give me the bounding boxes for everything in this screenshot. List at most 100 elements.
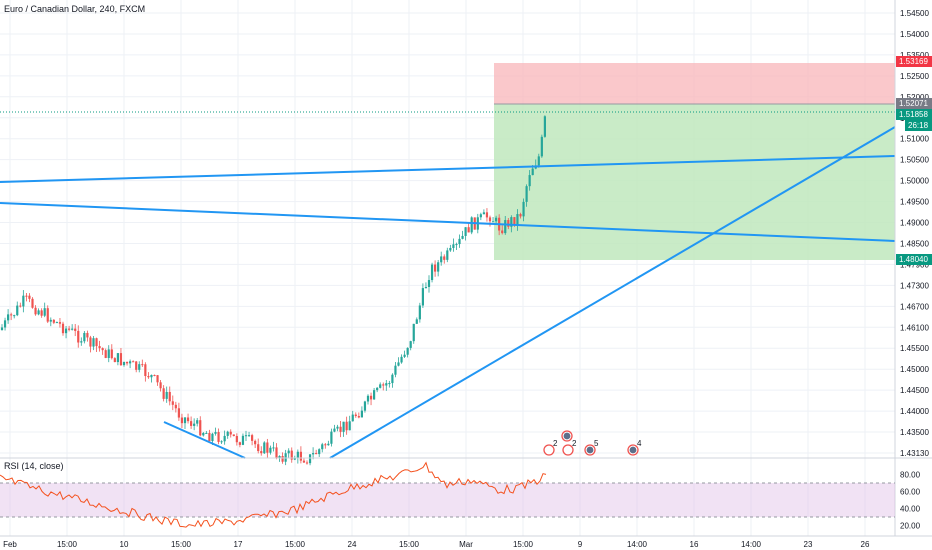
candle-body (71, 328, 74, 330)
event-badge[interactable]: 4 (627, 439, 642, 456)
candle-body (376, 387, 379, 391)
event-badge-count: 5 (594, 439, 599, 448)
stop-loss-zone[interactable] (494, 63, 895, 104)
time-tick-label: 23 (804, 540, 813, 549)
candle-body (214, 432, 217, 434)
price-tick-label: 1.49500 (900, 198, 929, 207)
time-tick-label: 24 (348, 540, 357, 549)
candle-body (269, 447, 272, 453)
rsi-axis[interactable]: 80.00 60.00 40.00 20.00 (900, 471, 921, 531)
candle-body (485, 212, 489, 218)
candle-body (394, 365, 397, 375)
candle-body (223, 435, 226, 442)
event-badge[interactable] (561, 430, 573, 442)
time-tick-label: 15:00 (285, 540, 306, 549)
event-badge[interactable]: 5 (584, 439, 599, 456)
price-axis[interactable]: 1.545001.540001.535001.525001.520001.515… (900, 9, 929, 458)
price-tick-label: 1.45500 (900, 344, 929, 353)
candle-body (333, 428, 336, 432)
candle-body (305, 462, 309, 464)
price-tick-label: 1.44000 (900, 407, 929, 416)
candle-body (55, 322, 58, 324)
candle-body (238, 442, 241, 445)
event-badge[interactable]: 2 (543, 439, 558, 456)
candle-body (153, 374, 156, 376)
candle-body (0, 327, 4, 330)
time-tick-label: 14:00 (741, 540, 762, 549)
candle-body (324, 444, 327, 446)
candle-body (95, 338, 98, 347)
candle-body (46, 308, 49, 322)
candle-body (409, 341, 412, 348)
price-tick-label: 1.43500 (900, 428, 929, 437)
price-tick-label: 1.43130 (900, 449, 929, 458)
candle-body (482, 212, 485, 215)
candle-body (461, 235, 464, 239)
candle-body (159, 382, 162, 389)
time-axis[interactable]: Feb 15:00 10 15:00 17 15:00 24 15:00 Mar 15:00 9 14… (3, 540, 870, 549)
candle-body (470, 217, 473, 233)
candle-body (247, 435, 251, 437)
candle-body (232, 434, 235, 437)
candle-body (360, 410, 363, 418)
candle-body (135, 361, 138, 370)
candle-body (418, 305, 421, 320)
candle-body (397, 362, 400, 366)
time-tick-label: 15:00 (57, 540, 78, 549)
rsi-tick-label: 40.00 (900, 505, 921, 514)
trendline-lower[interactable] (0, 202, 896, 242)
chart-title: Euro / Canadian Dollar, 240, FXCM (4, 4, 145, 14)
price-tick-label: 1.45000 (900, 365, 929, 374)
candle-body (284, 453, 287, 462)
candle-body (52, 319, 55, 323)
trendline-support[interactable] (329, 126, 896, 459)
trendline-upper[interactable] (0, 155, 896, 183)
stop-price-tag: 1.53169 (896, 56, 932, 67)
candle-body (528, 175, 531, 187)
candle-body (522, 201, 525, 217)
candle-body (119, 353, 123, 366)
candle-body (254, 440, 257, 445)
time-tick-label: 26 (861, 540, 870, 549)
candle-body (373, 390, 376, 400)
candle-body (318, 449, 321, 455)
candle-body (501, 230, 504, 234)
candle-body (290, 450, 293, 460)
candle-body (504, 220, 507, 234)
candle-body (363, 401, 367, 411)
candle-body (83, 332, 86, 342)
candle-body (272, 447, 275, 449)
candle-body (49, 319, 52, 322)
bar-countdown-tag: 26:18 (905, 120, 932, 131)
rsi-title: RSI (14, close) (4, 461, 64, 471)
take-profit-zone[interactable] (494, 104, 895, 260)
trendline-short[interactable] (163, 421, 246, 459)
candle-body (168, 391, 171, 402)
event-badges[interactable]: 2 2 5 4 (543, 430, 642, 456)
event-badge-count: 2 (553, 439, 558, 448)
candle-body (339, 426, 342, 432)
candle-body (40, 310, 43, 316)
event-badge[interactable]: 2 (562, 439, 577, 456)
candle-body (144, 364, 147, 377)
candle-body (28, 295, 31, 299)
candle-body (7, 314, 10, 321)
candle-body (531, 168, 534, 176)
candle-body (495, 217, 498, 222)
candle-body (190, 421, 193, 426)
candle-body (327, 443, 330, 446)
candle-body (16, 305, 19, 316)
candle-body (302, 460, 306, 463)
candle-body (513, 217, 516, 225)
candle-body (89, 337, 92, 347)
candle-body (412, 323, 415, 342)
candle-body (507, 220, 510, 227)
candle-body (110, 349, 113, 359)
candle-body (266, 442, 269, 453)
candle-body (220, 441, 223, 443)
candle-body (437, 262, 440, 272)
candle-body (171, 401, 174, 405)
candle-body (519, 214, 522, 217)
candle-body (107, 349, 110, 358)
